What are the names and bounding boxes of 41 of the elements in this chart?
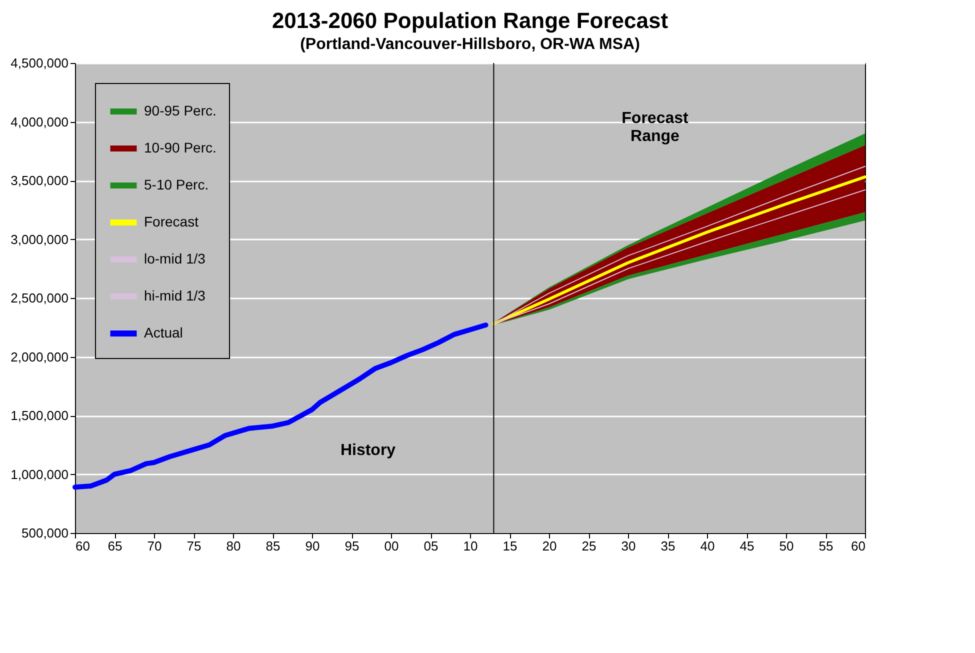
annotation: History xyxy=(340,442,396,459)
x-tick-label: 35 xyxy=(660,538,676,554)
legend-label: 5-10 Perc. xyxy=(144,176,209,192)
y-tick-label: 3,000,000 xyxy=(10,232,68,247)
x-tick-label: 60 xyxy=(851,538,866,554)
x-tick-label: 55 xyxy=(818,538,834,554)
x-tick-label: 10 xyxy=(463,538,478,554)
legend-label: 90-95 Perc. xyxy=(144,102,216,118)
y-tick-label: 500,000 xyxy=(22,526,68,540)
y-tick-label: 4,000,000 xyxy=(10,114,68,130)
x-tick-label: 20 xyxy=(542,538,557,554)
x-tick-label: 50 xyxy=(779,538,794,554)
x-tick-label: 75 xyxy=(186,538,202,554)
x-tick-label: 40 xyxy=(700,538,715,554)
x-tick-label: 70 xyxy=(147,538,162,554)
legend-label: 10-90 Perc. xyxy=(144,140,216,156)
annotation: Forecast Range xyxy=(622,110,690,145)
legend-label: hi-mid 1/3 xyxy=(144,288,206,304)
y-tick-label: 2,500,000 xyxy=(10,290,68,306)
y-tick-label: 4,500,000 xyxy=(10,56,68,70)
x-tick-label: 95 xyxy=(344,538,360,554)
x-tick-label: 25 xyxy=(582,538,596,554)
x-tick-label: 00 xyxy=(384,538,399,554)
legend-label: lo-mid 1/3 xyxy=(144,250,206,266)
x-tick-label: 80 xyxy=(226,538,241,554)
legend-label: Actual xyxy=(144,324,183,340)
x-tick-label: 65 xyxy=(108,538,122,554)
y-tick-label: 1,000,000 xyxy=(10,466,68,482)
x-tick-label: 90 xyxy=(305,538,320,554)
chart-subtitle: (Portland-Vancouver-Hillsboro, OR-WA MSA) xyxy=(300,36,640,53)
chart-title: 2013-2060 Population Range Forecast xyxy=(272,8,669,33)
y-tick-label: 3,500,000 xyxy=(10,173,68,188)
x-tick-label: 45 xyxy=(740,538,754,554)
x-tick-label: 85 xyxy=(266,538,280,554)
y-tick-label: 1,500,000 xyxy=(10,408,68,423)
x-tick-label: 60 xyxy=(76,538,90,554)
x-tick-label: 05 xyxy=(424,538,438,554)
x-tick-label: 15 xyxy=(502,538,518,554)
y-tick-label: 2,000,000 xyxy=(10,349,68,364)
legend-label: Forecast xyxy=(144,214,199,230)
x-tick-label: 30 xyxy=(621,538,636,554)
